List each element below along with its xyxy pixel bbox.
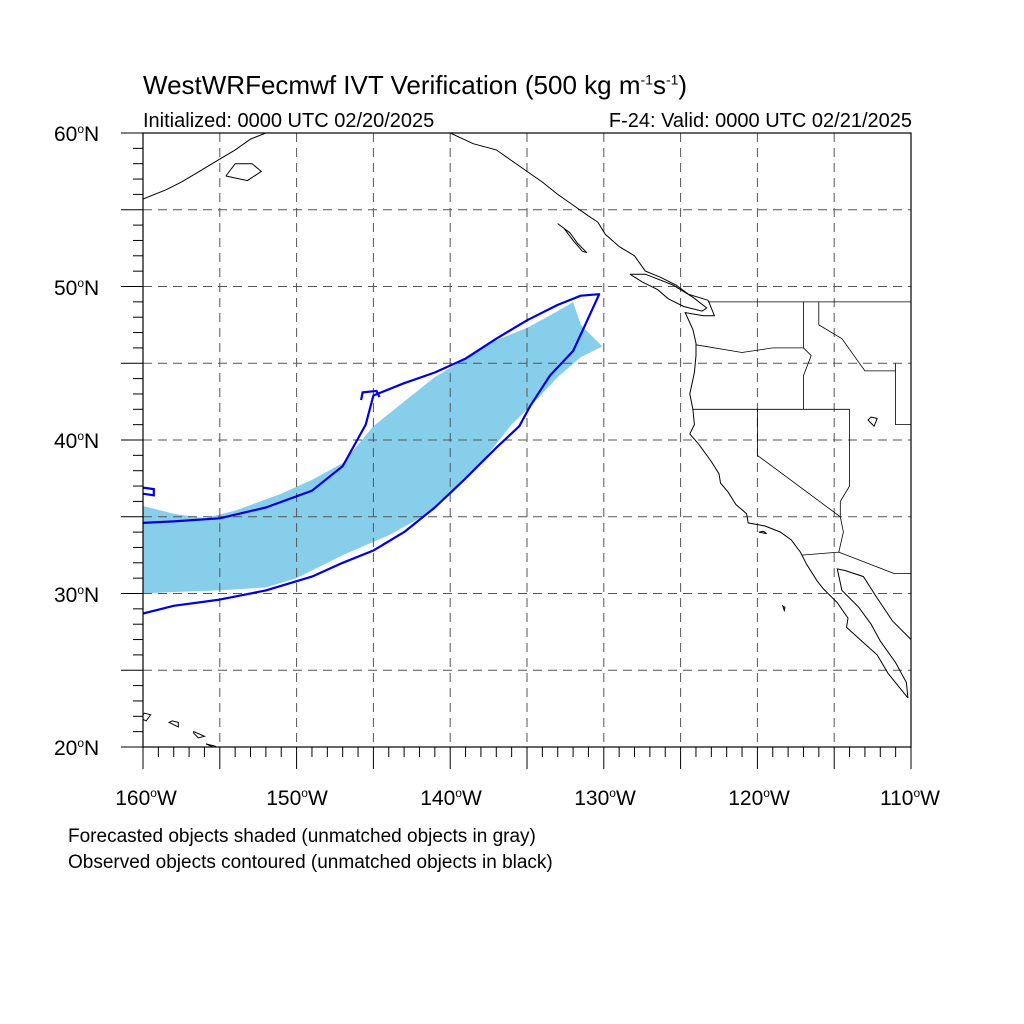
great-salt-lake [867, 416, 878, 428]
observed-object-contour [143, 293, 601, 615]
island-guadalupe [781, 604, 786, 613]
border-nv-ut [839, 409, 850, 517]
observed-note: Observed objects contoured (unmatched ob… [68, 852, 553, 873]
forecast-note: Forecasted objects shaded (unmatched obj… [68, 826, 536, 847]
lat-label-50: 50oN [54, 276, 100, 300]
coastline-haida-gwaii [557, 223, 588, 254]
border-us-mexico [801, 551, 911, 574]
border-id [803, 301, 812, 410]
island-hawaii-oahu [167, 720, 179, 728]
border-az [838, 516, 844, 553]
coastline-gulf-of-california [836, 568, 911, 698]
init-time-label: Initialized: 0000 UTC 02/20/2025 [143, 110, 435, 132]
lon-label-120: 120oW [728, 786, 790, 810]
border-wy [895, 363, 911, 425]
lon-label-150: 150oW [266, 786, 328, 810]
island-hawaii-big [205, 743, 217, 747]
lon-label-130: 130oW [574, 786, 636, 810]
lat-label-30: 30oN [54, 583, 100, 607]
coastline-kodiak [225, 163, 263, 182]
observed-object-fragment [143, 486, 155, 497]
lon-label-110: 110oW [880, 786, 940, 810]
lat-label-40: 40oN [54, 429, 100, 453]
island-hawaii-maui [193, 730, 206, 739]
coastline-alaska-peninsula [143, 133, 267, 200]
island-channel [758, 530, 767, 535]
border-mt-id [818, 301, 896, 372]
coastline-vancouver-island [629, 273, 708, 312]
coastline-bc [597, 221, 709, 301]
lat-label-60: 60oN [54, 122, 100, 146]
coastline-alaska-panhandle [449, 133, 598, 223]
lon-label-140: 140oW [420, 786, 482, 810]
border-wa-or [695, 344, 804, 353]
island-hawaii-niihau [143, 712, 152, 722]
coastline-us-west [684, 300, 909, 699]
valid-time-label: F-24: Valid: 0000 UTC 02/21/2025 [608, 110, 912, 132]
lon-label-160: 160oW [115, 786, 177, 810]
lat-label-20: 20oN [54, 736, 100, 760]
observed-object-notch [360, 389, 381, 401]
forecast-object [143, 301, 603, 594]
map-title: WestWRFecmwf IVT Verification (500 kg m-… [143, 70, 688, 100]
border-ca-nv [757, 409, 841, 518]
